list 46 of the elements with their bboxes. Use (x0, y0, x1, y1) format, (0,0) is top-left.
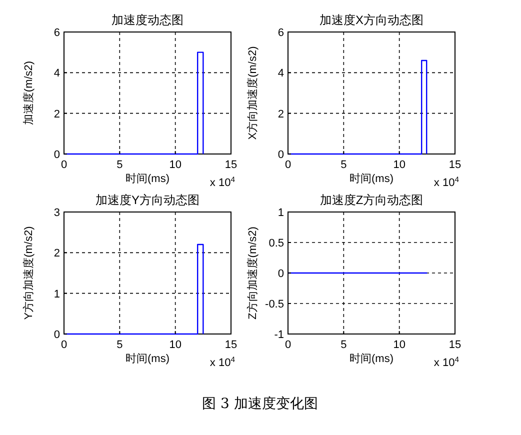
x-tick-label: 15 (448, 159, 462, 171)
y-tick-label: 2 (54, 248, 60, 260)
x-tick-label: 15 (448, 339, 462, 351)
x-tick-label: 5 (116, 159, 123, 171)
x-tick-label: 10 (169, 159, 182, 171)
y-axis-title: X方向加速度(m/s2) (246, 46, 259, 140)
chart-title: 加速度X方向动态图 (319, 13, 424, 27)
y-tick-label: 0 (278, 268, 284, 280)
y-tick-label: -1 (274, 329, 284, 341)
y-tick-label: 0 (278, 149, 284, 161)
y-tick-label: -0.5 (265, 298, 284, 310)
x-tick-label: 10 (393, 159, 406, 171)
x-tick-label: 10 (393, 339, 406, 351)
text: x 10$^{4}$ (434, 174, 460, 189)
x-tick-label: 15 (224, 339, 238, 351)
chart-title: 加速度动态图 (112, 13, 184, 27)
x-axis-title: 时间(ms) (350, 172, 394, 185)
y-tick-label: 1 (54, 288, 60, 300)
x-axis-title: 时间(ms) (126, 172, 170, 185)
y-tick-label: 6 (54, 27, 60, 39)
y-tick-label: 0 (54, 329, 60, 341)
y-tick-label: 6 (278, 27, 284, 39)
y-tick-label: 1 (278, 207, 284, 219)
chart-title: 加速度Z方向动态图 (320, 193, 424, 207)
x-tick-label: 5 (116, 339, 123, 351)
x-tick-label: 5 (340, 159, 347, 171)
x-tick-label: 5 (340, 339, 347, 351)
y-axis-title: 加速度(m/s2) (22, 60, 35, 126)
x-tick-label: 10 (169, 339, 182, 351)
chart-title: 加速度Y方向动态图 (95, 193, 200, 207)
y-tick-label: 3 (54, 207, 60, 219)
caption: 图 3 加速度变化图 (202, 396, 318, 412)
y-tick-label: 2 (278, 108, 284, 120)
x-tick-label: 15 (224, 159, 238, 171)
y-tick-label: 4 (54, 68, 60, 80)
x-axis-title: 时间(ms) (350, 352, 394, 365)
y-tick-label: 0.5 (268, 238, 284, 250)
x-axis-title: 时间(ms) (126, 352, 170, 365)
y-tick-label: 2 (54, 108, 60, 120)
y-axis-title: Z方向加速度(m/s2) (246, 226, 259, 320)
text: x 10$^{4}$ (210, 174, 236, 189)
y-axis-title: Y方向加速度(m/s2) (22, 226, 35, 320)
y-tick-label: 4 (278, 68, 284, 80)
text: x 10$^{4}$ (210, 354, 236, 369)
text: x 10$^{4}$ (434, 354, 460, 369)
y-tick-label: 0 (54, 149, 60, 161)
